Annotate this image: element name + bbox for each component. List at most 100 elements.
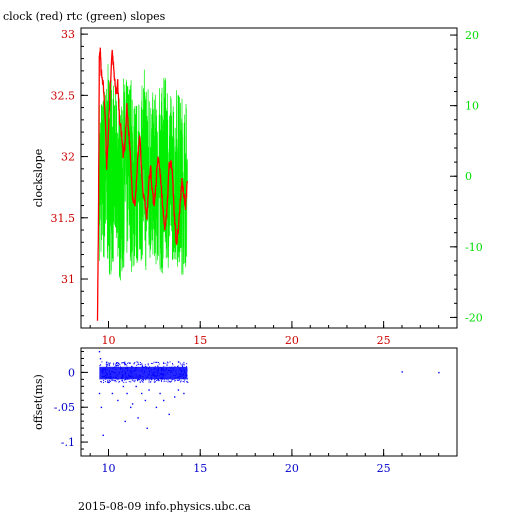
offset-point (170, 367, 172, 369)
offset-point (180, 373, 182, 375)
offset-point (152, 373, 154, 375)
offset-point (179, 369, 181, 371)
offset-point (147, 374, 149, 376)
offset-point (139, 362, 141, 363)
offset-point (142, 376, 144, 378)
offset-point (186, 381, 188, 383)
offset-point (121, 378, 123, 380)
offset-point (163, 374, 164, 376)
offset-point (136, 369, 138, 371)
offset-point (157, 379, 159, 381)
offset-point (106, 373, 108, 374)
offset-point (140, 364, 142, 366)
offset-point (166, 372, 168, 374)
offset-point (132, 371, 134, 373)
offset-point (126, 365, 128, 367)
offset-point (161, 377, 163, 379)
right-axis-ticks: -20 -10 0 10 20 (450, 29, 483, 324)
offset-point (102, 375, 104, 377)
offset-point (113, 372, 114, 374)
offset-outlier-point (141, 392, 143, 395)
offset-point (154, 375, 156, 377)
offset-point (108, 376, 110, 378)
offset-point (173, 378, 175, 380)
offset-y-tick-label: -.05 (54, 401, 75, 414)
offset-x-tick-label: 15 (193, 462, 207, 475)
offset-point (161, 378, 163, 380)
offset-y-ticks: 0 -.05 -.1 (54, 350, 88, 450)
offset-point (107, 373, 108, 375)
offset-point (163, 370, 165, 372)
offset-outlier-point (174, 396, 176, 398)
offset-point (129, 369, 131, 371)
offset-point (150, 377, 152, 379)
offset-point (175, 375, 176, 377)
offset-point (103, 381, 104, 383)
offset-point (116, 365, 118, 367)
offset-point (104, 369, 106, 371)
offset-point (111, 379, 113, 381)
offset-point (144, 371, 145, 373)
offset-point (99, 368, 101, 370)
left-tick-label: 33 (61, 28, 75, 41)
right-tick-label: -10 (465, 241, 483, 254)
offset-point (175, 370, 177, 372)
offset-point (113, 362, 115, 364)
offset-point (166, 361, 168, 363)
offset-point (113, 367, 115, 369)
offset-point (171, 366, 173, 368)
offset-point (109, 374, 111, 376)
offset-point (128, 373, 130, 375)
clockslope-axis-label: clockslope (32, 149, 45, 207)
offset-point (128, 381, 130, 383)
offset-point (134, 374, 136, 376)
offset-point (113, 371, 115, 373)
offset-point (183, 376, 185, 378)
rtc-series (98, 64, 188, 281)
offset-point (155, 361, 157, 363)
offset-point (101, 376, 103, 378)
offset-series (98, 351, 440, 436)
offset-point (107, 369, 109, 371)
offset-point (163, 361, 165, 363)
offset-point (101, 361, 103, 363)
offset-point (133, 363, 135, 365)
offset-outlier-point (183, 392, 185, 395)
offset-point (157, 365, 159, 367)
offset-point (160, 377, 162, 379)
offset-point (125, 367, 127, 369)
offset-point (182, 366, 184, 368)
offset-point (123, 362, 125, 364)
offset-point (129, 375, 131, 377)
offset-point (155, 374, 157, 376)
offset-point (143, 372, 145, 374)
offset-point (122, 368, 124, 370)
offset-point (186, 366, 187, 368)
offset-point (123, 381, 125, 383)
offset-point (159, 374, 161, 375)
offset-point (141, 370, 143, 372)
offset-point (158, 363, 160, 365)
offset-outlier-point (111, 392, 114, 395)
offset-point (107, 376, 108, 378)
offset-point (141, 363, 143, 365)
offset-point (143, 379, 145, 381)
offset-point (158, 375, 160, 377)
offset-point (172, 367, 174, 369)
offset-point (121, 380, 123, 382)
offset-point (106, 361, 108, 363)
offset-point (150, 381, 151, 383)
clock-series (96, 47, 189, 321)
offset-outlier-point (177, 389, 180, 391)
offset-point (137, 379, 139, 381)
offset-point (104, 367, 106, 369)
offset-point (131, 376, 133, 378)
offset-point (127, 362, 129, 364)
offset-point (99, 365, 101, 367)
offset-point (154, 368, 156, 369)
offset-point (157, 375, 158, 376)
offset-point (128, 374, 129, 376)
offset-point (108, 364, 110, 366)
offset-point (105, 368, 107, 370)
offset-point (149, 370, 150, 372)
